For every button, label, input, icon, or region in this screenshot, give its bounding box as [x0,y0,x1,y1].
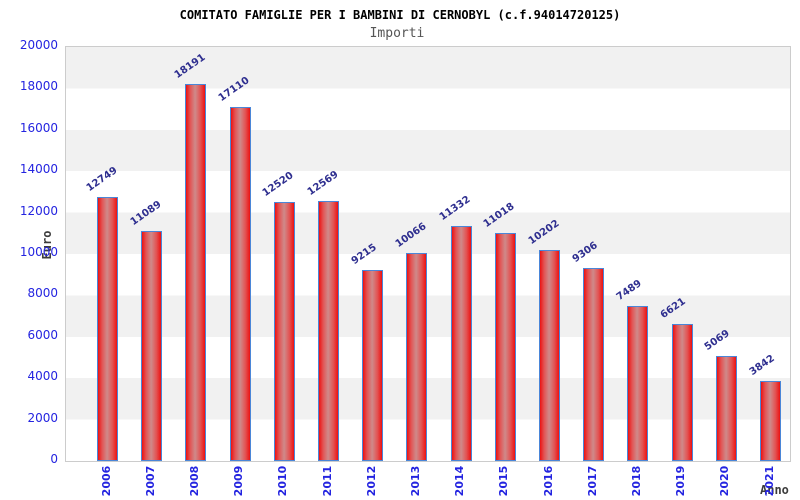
chart-subtitle: Importi [369,26,425,41]
bar-2010 [273,201,295,461]
x-axis-tick-label: 2017 [585,465,599,497]
bar-2006 [97,197,118,461]
bar-value-label: 6621 [658,295,688,321]
y-axis-tick-label: 12000 [19,203,58,218]
x-axis-tick-label: 2011 [320,465,334,497]
y-axis-tick-label: 10000 [19,245,58,259]
bar-2017 [583,268,605,461]
bar-2016 [539,249,560,461]
bar-value-label: 7489 [614,278,644,303]
bar-2021 [760,381,781,461]
bar-2009 [229,106,251,461]
bar-value-label: 9306 [570,240,600,266]
bar-2020 [715,356,737,461]
x-axis-tick-label: 2018 [629,465,643,497]
x-axis-title: Anno [760,483,789,497]
y-axis-tick-label: 8000 [27,286,58,301]
x-axis-tick-label: 2012 [364,465,378,497]
x-axis-tick-label: 2016 [541,465,555,497]
x-axis-tick-label: 2009 [232,465,246,497]
x-axis-tick-label: 2006 [99,465,113,497]
x-axis-tick-label: 2015 [497,465,511,497]
bar-value-label: 18191 [172,52,208,82]
x-axis-tick-label: 2008 [187,465,201,497]
chart-title: COMITATO FAMIGLIE PER I BAMBINI DI CERNO… [179,8,621,22]
x-axis-tick-label: 2010 [276,465,290,497]
y-axis-tick-label: 20000 [19,38,58,52]
y-axis-tick-label: 2000 [27,410,58,425]
bar-2007 [141,231,163,461]
bar-2011 [318,200,339,461]
y-axis-tick-label: 14000 [19,162,58,177]
bar-value-label: 11089 [128,199,164,229]
y-axis-tick-label: 16000 [19,120,58,135]
bar-2014 [450,226,472,461]
bar-value-label: 3842 [747,353,777,379]
bar-value-label: 10066 [393,220,429,250]
y-axis-tick-label: 4000 [27,369,58,384]
bar-2019 [671,323,693,461]
plot-area: 12749 11089 18191 17110 12520 12569 9215 10066 1… [65,46,791,462]
y-axis-tick-label: 6000 [27,327,58,342]
x-axis-tick-label: 2013 [408,465,422,497]
bar-value-label: 17110 [216,74,252,104]
bar-value-label: 12569 [305,168,341,198]
bar-value-label: 12749 [84,165,120,195]
x-axis-tick-label: 2014 [453,465,467,497]
bar-2018 [627,305,649,461]
bar-value-label: 10202 [526,217,562,247]
bar-value-label: 12520 [260,169,296,199]
x-axis-tick-label: 2007 [143,465,157,497]
x-axis-tick-label: 2020 [718,465,732,497]
x-axis-tick-label: 2019 [674,465,688,497]
bar-value-label: 11018 [481,200,517,230]
y-axis-tick-label: 18000 [19,79,58,94]
x-axis-tick-label: 2021 [762,465,776,497]
bar-value-label: 9215 [349,242,379,268]
bar-2013 [406,252,428,461]
bar-2008 [185,84,207,461]
y-axis-tick-label: 0 [50,452,58,466]
bar-2012 [362,270,384,461]
bar-value-label: 5069 [702,328,733,354]
bar-2015 [494,232,516,461]
bar-value-label: 11332 [437,194,473,224]
